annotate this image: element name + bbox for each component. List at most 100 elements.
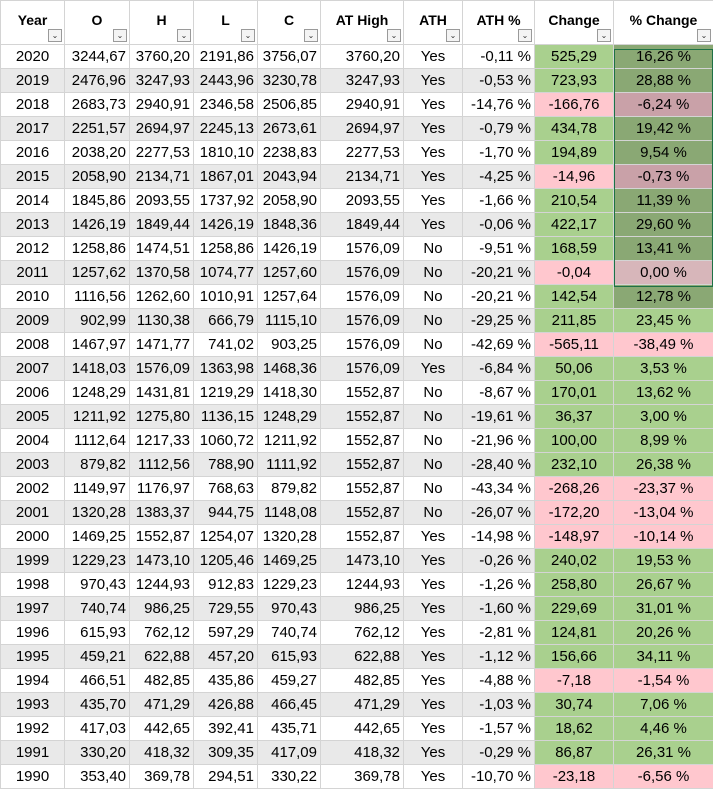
table-cell[interactable]: 2012 xyxy=(1,237,65,261)
table-cell[interactable]: 210,54 xyxy=(535,189,614,213)
table-cell[interactable]: 2015 xyxy=(1,165,65,189)
table-cell[interactable]: 442,65 xyxy=(130,717,194,741)
table-cell[interactable]: Yes xyxy=(404,621,463,645)
table-cell[interactable]: Yes xyxy=(404,93,463,117)
table-cell[interactable]: 1176,97 xyxy=(130,477,194,501)
table-cell[interactable]: Yes xyxy=(404,741,463,765)
table-cell[interactable]: 2346,58 xyxy=(194,93,258,117)
table-cell[interactable]: 1116,56 xyxy=(65,285,130,309)
table-cell[interactable]: 211,85 xyxy=(535,309,614,333)
table-cell[interactable]: -0,26 % xyxy=(463,549,535,573)
table-cell[interactable]: 28,88 % xyxy=(614,69,713,93)
table-cell[interactable]: 2043,94 xyxy=(258,165,321,189)
table-cell[interactable]: 1217,33 xyxy=(130,429,194,453)
table-cell[interactable]: -0,06 % xyxy=(463,213,535,237)
table-cell[interactable]: 879,82 xyxy=(258,477,321,501)
table-cell[interactable]: 466,51 xyxy=(65,669,130,693)
table-cell[interactable]: -4,25 % xyxy=(463,165,535,189)
filter-dropdown-icon[interactable]: ⌄ xyxy=(113,29,127,42)
table-cell[interactable]: 2011 xyxy=(1,261,65,285)
table-cell[interactable]: 26,67 % xyxy=(614,573,713,597)
table-cell[interactable]: 1468,36 xyxy=(258,357,321,381)
table-cell[interactable]: 741,02 xyxy=(194,333,258,357)
table-cell[interactable]: Yes xyxy=(404,357,463,381)
table-cell[interactable]: 2134,71 xyxy=(130,165,194,189)
column-header[interactable]: L⌄ xyxy=(194,1,258,45)
table-cell[interactable]: -1,57 % xyxy=(463,717,535,741)
table-cell[interactable]: 8,99 % xyxy=(614,429,713,453)
table-cell[interactable]: 168,59 xyxy=(535,237,614,261)
table-cell[interactable]: 1426,19 xyxy=(194,213,258,237)
table-cell[interactable]: 16,26 % xyxy=(614,45,713,69)
table-cell[interactable]: 2238,83 xyxy=(258,141,321,165)
table-cell[interactable]: -1,12 % xyxy=(463,645,535,669)
table-cell[interactable]: 392,41 xyxy=(194,717,258,741)
table-cell[interactable]: 466,45 xyxy=(258,693,321,717)
table-cell[interactable]: 3247,93 xyxy=(130,69,194,93)
table-cell[interactable]: 426,88 xyxy=(194,693,258,717)
table-cell[interactable]: -43,34 % xyxy=(463,477,535,501)
table-cell[interactable]: 1552,87 xyxy=(321,525,404,549)
table-cell[interactable]: 879,82 xyxy=(65,453,130,477)
table-cell[interactable]: 1418,30 xyxy=(258,381,321,405)
table-cell[interactable]: 2476,96 xyxy=(65,69,130,93)
table-cell[interactable]: Yes xyxy=(404,213,463,237)
table-cell[interactable]: 1552,87 xyxy=(321,405,404,429)
table-cell[interactable]: 762,12 xyxy=(321,621,404,645)
table-cell[interactable]: 1426,19 xyxy=(258,237,321,261)
table-cell[interactable]: -0,79 % xyxy=(463,117,535,141)
table-cell[interactable]: 9,54 % xyxy=(614,141,713,165)
table-cell[interactable]: -0,73 % xyxy=(614,165,713,189)
table-cell[interactable]: 2277,53 xyxy=(130,141,194,165)
table-cell[interactable]: 2673,61 xyxy=(258,117,321,141)
table-cell[interactable]: 2006 xyxy=(1,381,65,405)
table-cell[interactable]: Yes xyxy=(404,597,463,621)
table-cell[interactable]: 2940,91 xyxy=(321,93,404,117)
table-cell[interactable]: 1552,87 xyxy=(321,477,404,501)
table-cell[interactable]: -21,96 % xyxy=(463,429,535,453)
table-cell[interactable]: 1258,86 xyxy=(194,237,258,261)
table-cell[interactable]: No xyxy=(404,261,463,285)
table-cell[interactable]: No xyxy=(404,237,463,261)
table-cell[interactable]: -14,76 % xyxy=(463,93,535,117)
table-cell[interactable]: -1,03 % xyxy=(463,693,535,717)
table-cell[interactable]: Yes xyxy=(404,765,463,789)
table-cell[interactable]: 1997 xyxy=(1,597,65,621)
table-cell[interactable]: Yes xyxy=(404,165,463,189)
table-cell[interactable]: 1320,28 xyxy=(65,501,130,525)
table-cell[interactable]: 903,25 xyxy=(258,333,321,357)
table-cell[interactable]: 1257,64 xyxy=(258,285,321,309)
table-cell[interactable]: 434,78 xyxy=(535,117,614,141)
table-cell[interactable]: Yes xyxy=(404,189,463,213)
table-cell[interactable]: -14,96 xyxy=(535,165,614,189)
filter-dropdown-icon[interactable]: ⌄ xyxy=(597,29,611,42)
column-header[interactable]: ATH⌄ xyxy=(404,1,463,45)
table-cell[interactable]: 1471,77 xyxy=(130,333,194,357)
table-cell[interactable]: 1474,51 xyxy=(130,237,194,261)
table-cell[interactable]: 240,02 xyxy=(535,549,614,573)
table-cell[interactable]: 1990 xyxy=(1,765,65,789)
table-cell[interactable]: -23,18 xyxy=(535,765,614,789)
table-cell[interactable]: 1244,93 xyxy=(321,573,404,597)
table-cell[interactable]: 2134,71 xyxy=(321,165,404,189)
table-cell[interactable]: No xyxy=(404,429,463,453)
table-cell[interactable]: 330,22 xyxy=(258,765,321,789)
table-cell[interactable]: 30,74 xyxy=(535,693,614,717)
table-cell[interactable]: Yes xyxy=(404,549,463,573)
table-cell[interactable]: 369,78 xyxy=(321,765,404,789)
table-cell[interactable]: 2010 xyxy=(1,285,65,309)
table-cell[interactable]: 2251,57 xyxy=(65,117,130,141)
table-cell[interactable]: 1112,56 xyxy=(130,453,194,477)
table-cell[interactable]: 1999 xyxy=(1,549,65,573)
table-cell[interactable]: 13,41 % xyxy=(614,237,713,261)
table-cell[interactable]: 1473,10 xyxy=(130,549,194,573)
table-cell[interactable]: -6,84 % xyxy=(463,357,535,381)
table-cell[interactable]: 3244,67 xyxy=(65,45,130,69)
table-cell[interactable]: 902,99 xyxy=(65,309,130,333)
table-cell[interactable]: 1998 xyxy=(1,573,65,597)
table-cell[interactable]: 1320,28 xyxy=(258,525,321,549)
table-cell[interactable]: 422,17 xyxy=(535,213,614,237)
table-cell[interactable]: Yes xyxy=(404,45,463,69)
table-cell[interactable]: -6,24 % xyxy=(614,93,713,117)
table-cell[interactable]: 20,26 % xyxy=(614,621,713,645)
